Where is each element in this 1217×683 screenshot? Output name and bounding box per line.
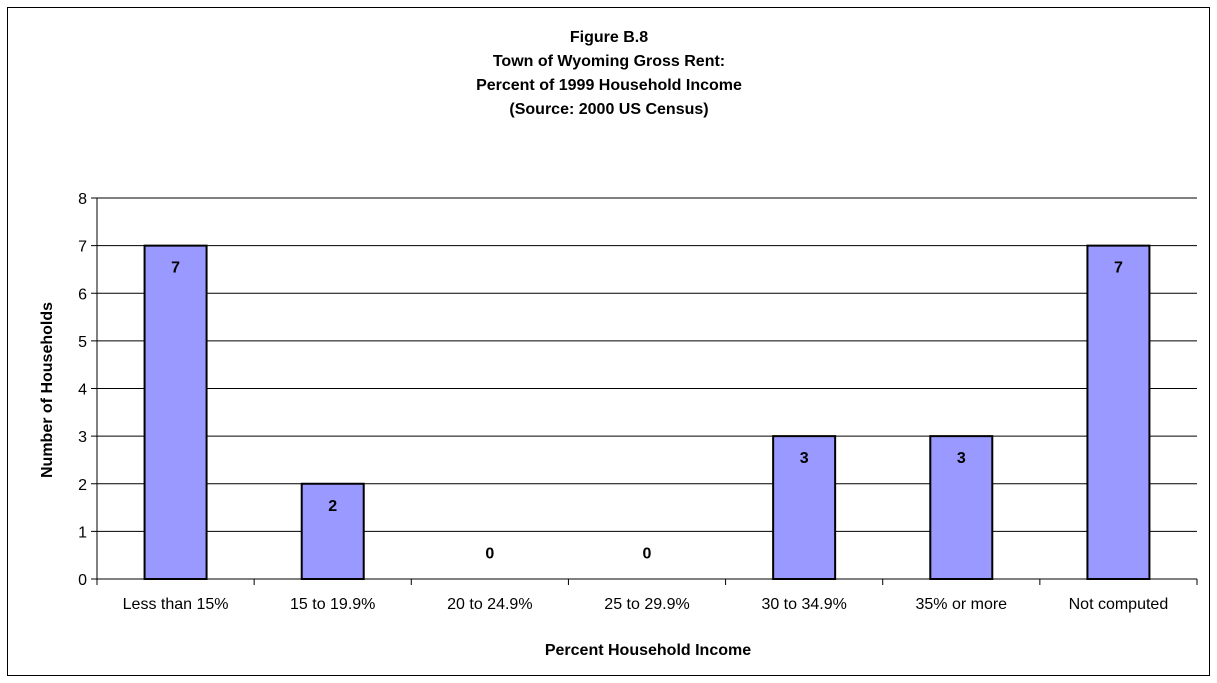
data-label: 0 [643,545,652,562]
title-line-3: Percent of 1999 Household Income [476,77,742,94]
data-label: 0 [485,545,494,562]
x-axis-title: Percent Household Income [545,642,751,659]
data-label: 7 [171,260,180,277]
y-tick-label: 0 [78,572,87,589]
bar-1 [300,482,365,580]
y-tick-label: 8 [78,191,87,208]
y-axis-title: Number of Households [39,302,56,478]
x-tick-label: 25 to 29.9% [604,596,689,613]
data-labels: 7 2 0 0 3 3 7 [171,260,1123,563]
x-tick-label: 30 to 34.9% [761,596,846,613]
data-label: 3 [957,450,966,467]
x-tick-label: 35% or more [915,596,1007,613]
x-tick-label: Not computed [1069,596,1169,613]
y-tick-label: 1 [78,524,87,541]
data-label: 7 [1114,260,1123,277]
y-tick-label: 5 [78,334,87,351]
bar-6 [1086,244,1151,580]
data-label: 3 [800,450,809,467]
y-tick-label: 6 [78,286,87,303]
x-tick-label: 15 to 19.9% [290,596,375,613]
y-axis-tick-labels: 0 1 2 3 4 5 6 7 8 [78,191,87,589]
y-tick-label: 7 [78,239,87,256]
bar-5 [929,435,994,580]
bar-chart: Figure B.8 Town of Wyoming Gross Rent: P… [39,29,1198,659]
title-line-2: Town of Wyoming Gross Rent: [493,53,725,70]
y-tick-label: 2 [78,477,87,494]
x-axis-tick-labels: Less than 15% 15 to 19.9% 20 to 24.9% 25 to… [123,596,1169,613]
axes [91,197,1198,585]
chart-frame: Figure B.8 Town of Wyoming Gross Rent: P… [7,7,1210,676]
title-line-4: (Source: 2000 US Census) [509,101,708,118]
y-tick-label: 3 [78,429,87,446]
bars [143,244,1151,580]
title-line-1: Figure B.8 [570,29,648,46]
bar-0 [143,244,208,580]
x-tick-label: Less than 15% [123,596,229,613]
y-tick-label: 4 [78,382,87,399]
data-label: 2 [328,498,337,515]
chart-title: Figure B.8 Town of Wyoming Gross Rent: P… [476,29,742,118]
x-tick-label: 20 to 24.9% [447,596,532,613]
gridlines [97,197,1197,532]
